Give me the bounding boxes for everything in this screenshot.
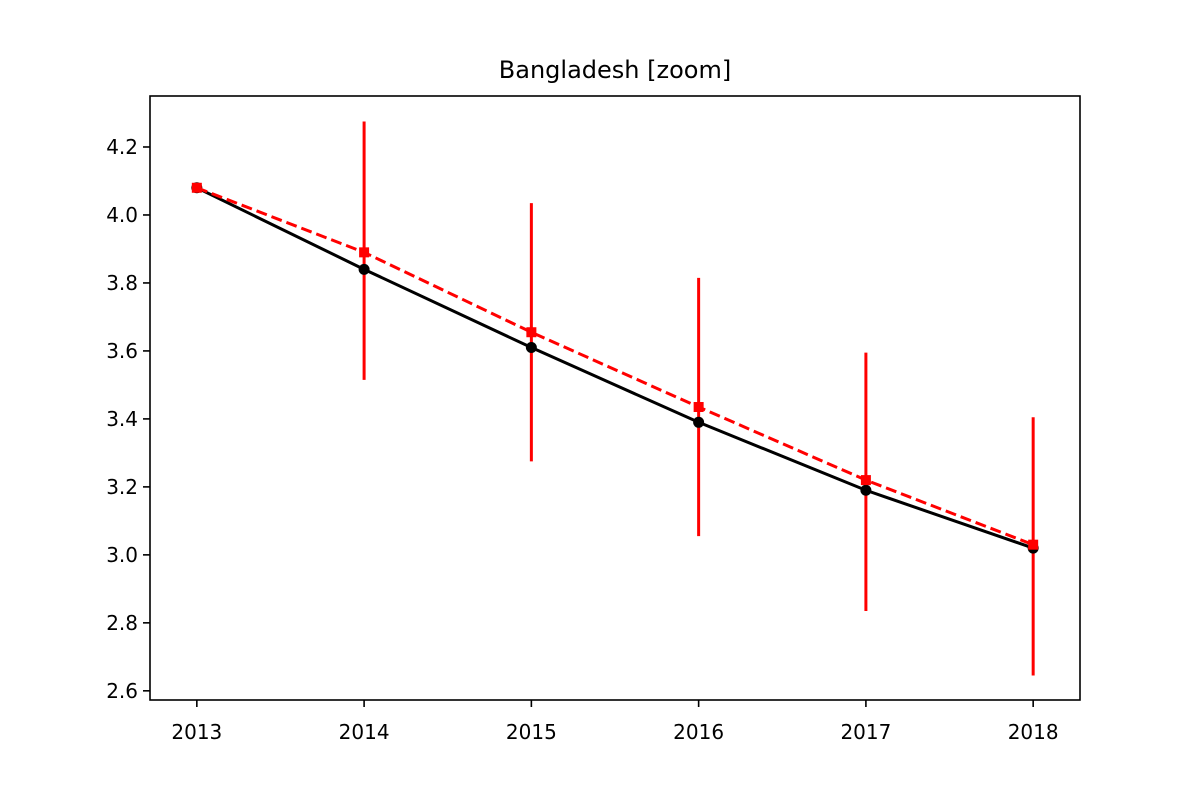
chart-title: Bangladesh [zoom] — [499, 56, 731, 84]
data-point-square — [693, 402, 704, 413]
x-tick-label: 2015 — [506, 720, 557, 744]
y-tick-label: 3.2 — [106, 475, 138, 499]
x-tick-label: 2018 — [1008, 720, 1059, 744]
y-tick-label: 2.6 — [106, 679, 138, 703]
y-tick-label: 2.8 — [106, 611, 138, 635]
y-tick-label: 3.8 — [106, 271, 138, 295]
data-point-square — [359, 247, 370, 258]
axes: 2013 2014 2015 2016 2017 2018 2.6 2.8 3.0 3.2 3.4 3… — [106, 95, 1081, 744]
x-tick-label: 2016 — [673, 720, 724, 744]
data-point-square — [1028, 539, 1039, 550]
data-point-square — [191, 182, 202, 193]
data-point-circle — [525, 342, 537, 354]
y-tick-label: 3.6 — [106, 339, 138, 363]
y-tick-label: 4.2 — [106, 135, 138, 159]
plot-area — [191, 121, 1039, 676]
x-tick-label: 2013 — [171, 720, 222, 744]
data-point-circle — [358, 263, 370, 275]
data-point-circle — [860, 484, 872, 496]
y-tick-label: 3.4 — [106, 407, 138, 431]
series-line-solid — [196, 186, 1034, 550]
plot-frame — [149, 95, 1081, 701]
series-line-dashed — [196, 186, 1034, 547]
data-point-circle — [693, 416, 705, 428]
data-point-square — [860, 475, 871, 486]
x-tick-label: 2014 — [339, 720, 390, 744]
y-tick-label: 3.0 — [106, 543, 138, 567]
x-tick-label: 2017 — [840, 720, 891, 744]
data-point-square — [526, 327, 537, 338]
y-tick-label: 4.0 — [106, 203, 138, 227]
